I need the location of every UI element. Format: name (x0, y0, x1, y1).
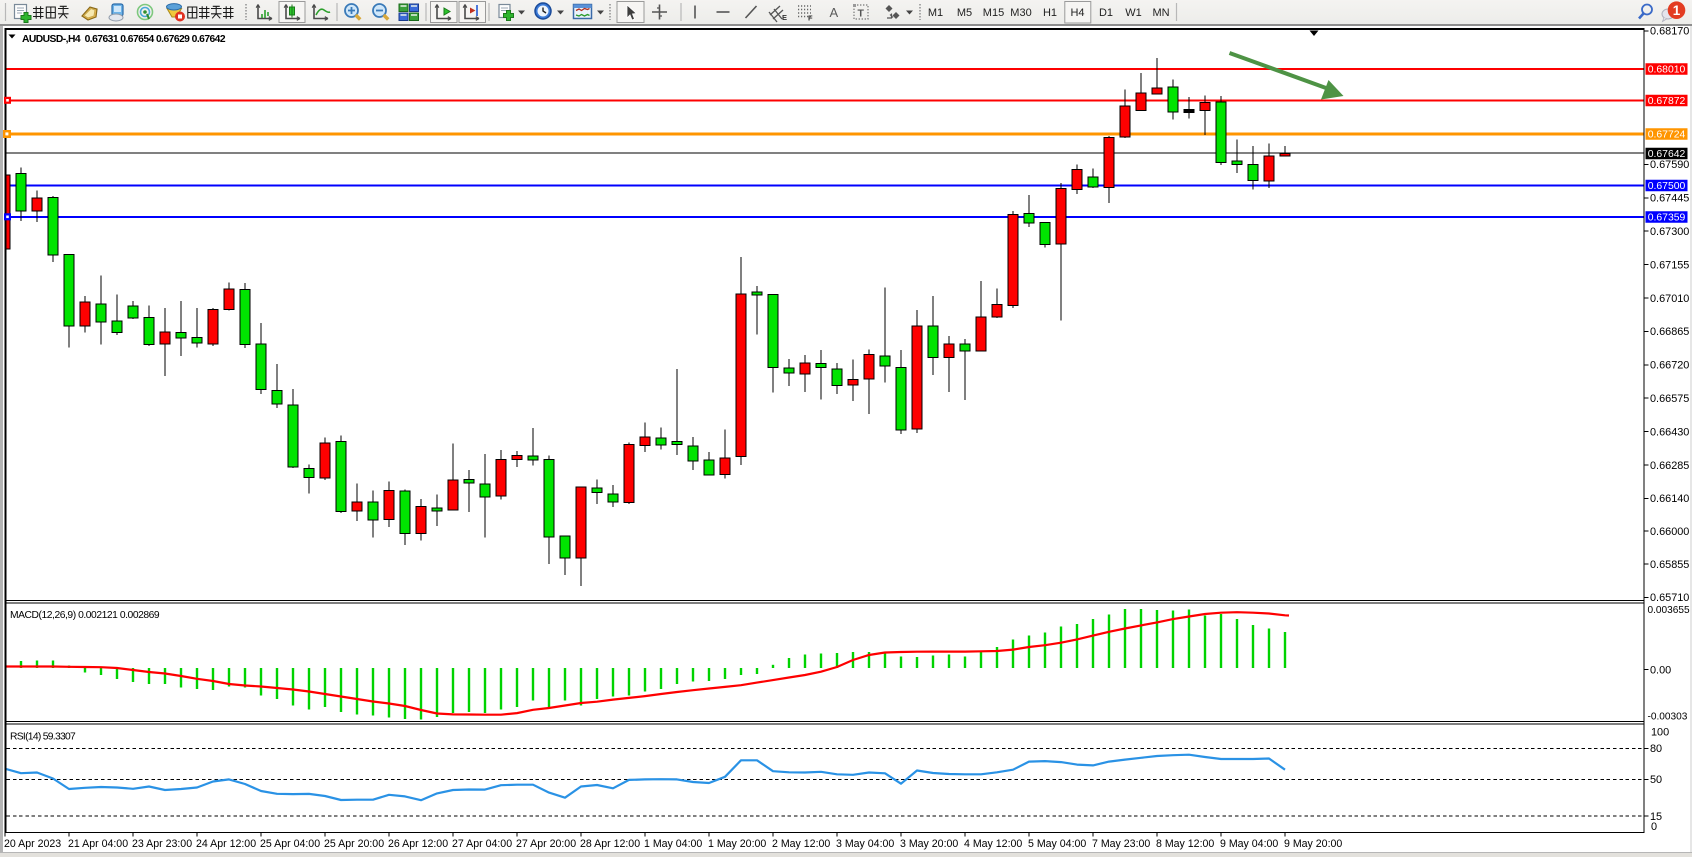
svg-text:3 May 20:00: 3 May 20:00 (900, 838, 958, 850)
svg-text:0.65710: 0.65710 (1650, 592, 1689, 604)
svg-text:-0.00303: -0.00303 (1648, 712, 1688, 723)
svg-text:7 May 23:00: 7 May 23:00 (1092, 838, 1150, 850)
svg-text:0.67359: 0.67359 (1648, 213, 1686, 224)
svg-text:0.66430: 0.66430 (1650, 426, 1689, 438)
svg-text:0.66140: 0.66140 (1650, 493, 1689, 505)
svg-text:0.67724: 0.67724 (1648, 130, 1686, 141)
svg-text:0.66285: 0.66285 (1650, 460, 1689, 472)
svg-text:M5: M5 (957, 7, 972, 19)
svg-text:2 May 12:00: 2 May 12:00 (772, 838, 830, 850)
svg-text:RSI(14) 59.3307: RSI(14) 59.3307 (10, 732, 76, 743)
svg-text:23 Apr 23:00: 23 Apr 23:00 (132, 838, 192, 850)
svg-text:0.67590: 0.67590 (1650, 159, 1689, 171)
svg-text:25 Apr 04:00: 25 Apr 04:00 (260, 838, 320, 850)
svg-text:T: T (858, 8, 865, 20)
svg-text:AUDUSD-,H4 0.67631 0.67654 0.: AUDUSD-,H4 0.67631 0.67654 0.67629 0.676… (22, 34, 226, 45)
svg-text:M30: M30 (1010, 7, 1031, 19)
svg-text:0.67872: 0.67872 (1648, 96, 1686, 107)
svg-text:3 May 04:00: 3 May 04:00 (836, 838, 894, 850)
svg-text:D1: D1 (1099, 7, 1113, 19)
svg-text:0.68170: 0.68170 (1650, 26, 1689, 38)
svg-text:0.66720: 0.66720 (1650, 360, 1689, 372)
svg-text:M15: M15 (983, 7, 1004, 19)
svg-text:15: 15 (1650, 811, 1662, 823)
svg-text:1 May 04:00: 1 May 04:00 (644, 838, 702, 850)
svg-text:0.67300: 0.67300 (1650, 226, 1689, 238)
svg-text:5 May 04:00: 5 May 04:00 (1028, 838, 1086, 850)
svg-text:0.65855: 0.65855 (1650, 559, 1689, 571)
svg-text:4 May 12:00: 4 May 12:00 (964, 838, 1022, 850)
svg-text:27 Apr 20:00: 27 Apr 20:00 (516, 838, 576, 850)
svg-text:0.66865: 0.66865 (1650, 326, 1689, 338)
svg-text:0.68010: 0.68010 (1648, 65, 1686, 76)
svg-text:26 Apr 12:00: 26 Apr 12:00 (388, 838, 448, 850)
svg-text:20 Apr 2023: 20 Apr 2023 (4, 838, 61, 850)
svg-text:1: 1 (1673, 3, 1681, 18)
svg-text:28 Apr 12:00: 28 Apr 12:00 (580, 838, 640, 850)
svg-text:1 May 20:00: 1 May 20:00 (708, 838, 766, 850)
svg-text:0: 0 (1651, 821, 1657, 833)
svg-text:27 Apr 04:00: 27 Apr 04:00 (452, 838, 512, 850)
svg-text:0.67155: 0.67155 (1650, 259, 1689, 271)
svg-text:M1: M1 (928, 7, 943, 19)
svg-text:0.003655: 0.003655 (1648, 605, 1690, 616)
svg-text:MACD(12,26,9) 0.002121 0.00286: MACD(12,26,9) 0.002121 0.002869 (10, 610, 160, 621)
svg-text:25 Apr 20:00: 25 Apr 20:00 (324, 838, 384, 850)
svg-text:24 Apr 12:00: 24 Apr 12:00 (196, 838, 256, 850)
svg-text:80: 80 (1650, 743, 1662, 755)
svg-text:W1: W1 (1125, 7, 1142, 19)
svg-text:8 May 12:00: 8 May 12:00 (1156, 838, 1214, 850)
svg-text:21 Apr 04:00: 21 Apr 04:00 (68, 838, 128, 850)
svg-text:0.00: 0.00 (1650, 664, 1671, 676)
svg-text:0.67445: 0.67445 (1650, 193, 1689, 205)
svg-text:0.67642: 0.67642 (1648, 149, 1686, 160)
svg-text:0.67500: 0.67500 (1648, 181, 1686, 192)
svg-text:F: F (808, 14, 813, 23)
svg-text:H1: H1 (1043, 7, 1057, 19)
svg-text:0.66000: 0.66000 (1650, 526, 1689, 538)
svg-text:9 May 20:00: 9 May 20:00 (1284, 838, 1342, 850)
svg-text:0.67010: 0.67010 (1650, 293, 1689, 305)
svg-text:100: 100 (1651, 727, 1669, 739)
svg-text:0.66575: 0.66575 (1650, 393, 1689, 405)
svg-text:H4: H4 (1070, 7, 1084, 19)
svg-text:A: A (830, 5, 839, 20)
svg-text:50: 50 (1650, 774, 1662, 786)
svg-text:E: E (782, 13, 787, 22)
svg-text:9 May 04:00: 9 May 04:00 (1220, 838, 1278, 850)
svg-text:MN: MN (1152, 7, 1169, 19)
